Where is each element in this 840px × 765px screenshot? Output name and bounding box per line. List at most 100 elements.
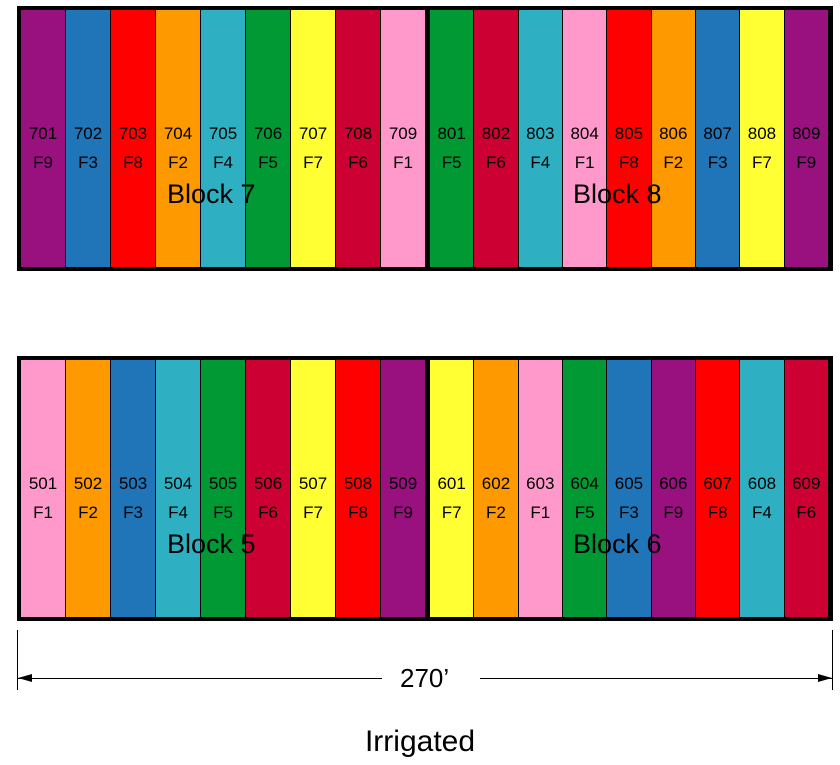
width-dimension: 270’ bbox=[17, 630, 833, 693]
plot-treatment: F2 bbox=[663, 153, 684, 172]
plot-number: 708 bbox=[343, 124, 373, 143]
dimension-tick-left bbox=[17, 630, 18, 690]
block-row-bottom: 501 F1 502 F2 503 F3 504 F4 505 F5 506 F6 507 F7 508 F8… bbox=[17, 356, 833, 621]
dimension-label: 270’ bbox=[400, 663, 450, 693]
plot-number: 705 bbox=[208, 124, 238, 143]
plot-number: 807 bbox=[703, 124, 732, 143]
plot-609: 609 F6 bbox=[784, 360, 829, 617]
block-5: 501 F1 502 F2 503 F3 504 F4 505 F5 506 F6 507 F7 508 F8… bbox=[21, 360, 426, 617]
plot-number: 703 bbox=[118, 124, 148, 143]
plot-505: 505 F5 bbox=[201, 360, 246, 617]
plot-number: 502 bbox=[73, 474, 103, 493]
plot-number: 503 bbox=[118, 474, 148, 493]
plot-706: 706 F5 bbox=[246, 10, 291, 267]
plot-number: 704 bbox=[163, 124, 193, 143]
plot-treatment: F2 bbox=[168, 153, 188, 172]
caption: Irrigated bbox=[364, 725, 476, 758]
plot-treatment: F5 bbox=[258, 153, 278, 172]
plot-treatment: F7 bbox=[441, 503, 462, 522]
plot-704: 704 F2 bbox=[156, 10, 201, 267]
dimension-line-left bbox=[18, 678, 382, 679]
plot-number: 603 bbox=[526, 474, 555, 493]
plot-number: 701 bbox=[28, 124, 58, 143]
plot-803: 803 F4 bbox=[518, 10, 563, 267]
plot-treatment: F6 bbox=[486, 153, 506, 172]
plot-707: 707 F7 bbox=[291, 10, 336, 267]
plot-number: 501 bbox=[28, 474, 58, 493]
plot-number: 709 bbox=[388, 124, 418, 143]
plot-number: 604 bbox=[570, 474, 599, 493]
arrow-right-icon bbox=[818, 674, 832, 682]
plot-treatment: F6 bbox=[796, 503, 817, 522]
plot-treatment: F5 bbox=[441, 153, 462, 172]
plot-treatment: F1 bbox=[393, 153, 413, 172]
plot-treatment: F3 bbox=[619, 503, 639, 522]
plot-treatment: F8 bbox=[348, 503, 368, 522]
plot-705: 705 F4 bbox=[201, 10, 246, 267]
plot-treatment: F2 bbox=[78, 503, 98, 522]
plot-treatment: F8 bbox=[707, 503, 728, 522]
plot-509: 509 F9 bbox=[381, 360, 426, 617]
plot-treatment: F5 bbox=[574, 503, 595, 522]
block-8: 801 F5 802 F6 803 F4 804 F1 805 F8 806 F2 807 F3 808 F7… bbox=[425, 10, 829, 267]
plot-number: 608 bbox=[747, 474, 777, 493]
plot-treatment: F3 bbox=[707, 153, 728, 172]
plot-603: 603 F1 bbox=[518, 360, 563, 617]
plot-number: 506 bbox=[253, 474, 283, 493]
plot-treatment: F7 bbox=[303, 153, 323, 172]
plot-806: 806 F2 bbox=[651, 10, 696, 267]
plot-treatment: F9 bbox=[393, 503, 413, 522]
plot-number: 509 bbox=[388, 474, 418, 493]
plot-601: 601 F7 bbox=[429, 360, 475, 617]
plot-treatment: F5 bbox=[213, 503, 233, 522]
plot-number: 602 bbox=[481, 474, 511, 493]
plot-number: 707 bbox=[298, 124, 328, 143]
plot-treatment: F4 bbox=[168, 503, 188, 522]
plot-treatment: F4 bbox=[752, 503, 772, 522]
plot-number: 805 bbox=[614, 124, 644, 143]
plot-treatment: F8 bbox=[619, 153, 639, 172]
plot-607: 607 F8 bbox=[695, 360, 741, 617]
plot-number: 605 bbox=[614, 474, 644, 493]
plot-802: 802 F6 bbox=[474, 10, 519, 267]
block-row-top: 701 F9 702 F3 703 F8 704 F2 705 F4 706 F5 707 F7 708 F6… bbox=[17, 6, 833, 271]
plot-number: 804 bbox=[570, 124, 599, 143]
plot-treatment: F1 bbox=[33, 503, 53, 522]
plot-604: 604 F5 bbox=[562, 360, 608, 617]
dimension-tick-right bbox=[832, 630, 833, 690]
plot-805: 805 F8 bbox=[607, 10, 652, 267]
plot-number: 808 bbox=[747, 124, 777, 143]
plot-807: 807 F3 bbox=[695, 10, 741, 267]
plot-treatment: F9 bbox=[796, 153, 817, 172]
plot-number: 809 bbox=[792, 124, 821, 143]
plot-number: 607 bbox=[703, 474, 732, 493]
plot-801: 801 F5 bbox=[429, 10, 475, 267]
plot-602: 602 F2 bbox=[474, 360, 519, 617]
plot-treatment: F7 bbox=[303, 503, 323, 522]
plot-504: 504 F4 bbox=[156, 360, 201, 617]
plot-708: 708 F6 bbox=[336, 10, 381, 267]
plot-treatment: F9 bbox=[663, 503, 684, 522]
plot-number: 504 bbox=[163, 474, 193, 493]
arrow-left-icon bbox=[18, 674, 32, 682]
plot-507: 507 F7 bbox=[291, 360, 336, 617]
block-label: Block 6 bbox=[572, 529, 662, 559]
plot-508: 508 F8 bbox=[336, 360, 381, 617]
plot-501: 501 F1 bbox=[21, 360, 66, 617]
plot-703: 703 F8 bbox=[111, 10, 156, 267]
plot-804: 804 F1 bbox=[562, 10, 608, 267]
plot-treatment: F1 bbox=[530, 503, 551, 522]
plot-number: 609 bbox=[792, 474, 821, 493]
plot-treatment: F6 bbox=[348, 153, 368, 172]
plot-701: 701 F9 bbox=[21, 10, 66, 267]
plot-506: 506 F6 bbox=[246, 360, 291, 617]
plot-608: 608 F4 bbox=[740, 360, 785, 617]
plot-treatment: F7 bbox=[752, 153, 772, 172]
plot-808: 808 F7 bbox=[740, 10, 785, 267]
plot-606: 606 F9 bbox=[651, 360, 696, 617]
plot-503: 503 F3 bbox=[111, 360, 156, 617]
plot-treatment: F8 bbox=[123, 153, 143, 172]
plot-treatment: F3 bbox=[123, 503, 143, 522]
plot-treatment: F3 bbox=[78, 153, 98, 172]
plot-number: 801 bbox=[437, 124, 466, 143]
